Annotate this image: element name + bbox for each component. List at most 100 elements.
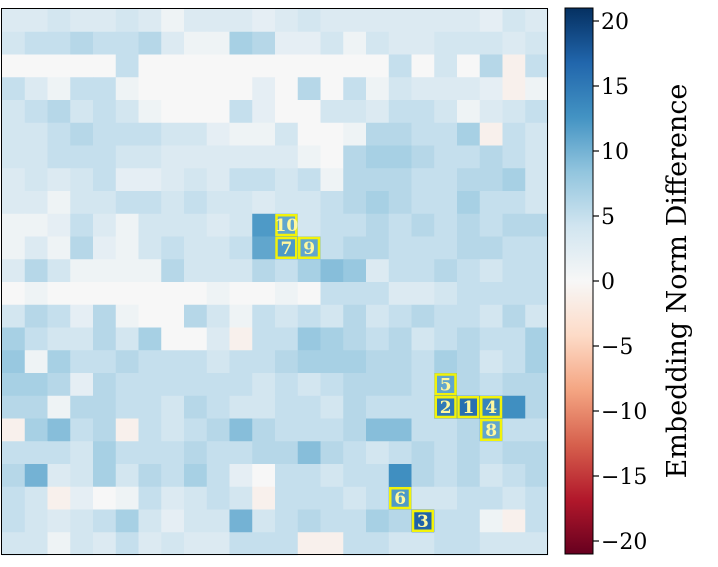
heatmap-cell — [297, 259, 321, 283]
heatmap-cell — [115, 282, 139, 306]
heatmap-cell — [297, 145, 321, 169]
heatmap-cell — [479, 100, 503, 124]
heatmap-cell — [343, 373, 367, 397]
colorbar-tick-label: −15 — [601, 465, 647, 490]
heatmap-cell — [411, 373, 435, 397]
heatmap-cell — [252, 327, 276, 351]
heatmap-cell — [388, 350, 412, 374]
heatmap-cell — [502, 509, 526, 533]
heatmap-cell — [275, 464, 299, 488]
heatmap-cell — [115, 54, 139, 78]
heatmap-cell — [206, 31, 230, 55]
heatmap-cell — [115, 509, 139, 533]
heatmap-cell — [229, 145, 253, 169]
heatmap-cell — [297, 31, 321, 55]
heatmap-cell — [252, 191, 276, 215]
heatmap-cell — [70, 236, 94, 260]
heatmap-cell — [115, 327, 139, 351]
heatmap-cell — [138, 395, 162, 419]
heatmap-cell — [275, 418, 299, 442]
heatmap-cell — [434, 395, 458, 419]
heatmap-cell — [525, 191, 549, 215]
heatmap-cell — [93, 395, 117, 419]
heatmap-cell — [93, 441, 117, 465]
heatmap-cell — [275, 373, 299, 397]
heatmap-cell — [388, 464, 412, 488]
highlight-marker-7: 7 — [275, 236, 298, 259]
heatmap-cell — [229, 213, 253, 237]
heatmap-cell — [479, 145, 503, 169]
heatmap-cell — [252, 350, 276, 374]
heatmap-cell — [184, 77, 208, 101]
heatmap-cell — [320, 509, 344, 533]
heatmap-cell — [47, 145, 71, 169]
heatmap-cell — [93, 327, 117, 351]
heatmap-cell — [411, 77, 435, 101]
heatmap-cell — [457, 486, 481, 510]
heatmap-cell — [206, 486, 230, 510]
heatmap-cell — [411, 441, 435, 465]
heatmap-cell — [24, 486, 48, 510]
heatmap-cell — [320, 304, 344, 328]
heatmap-cell — [343, 77, 367, 101]
heatmap-cell — [275, 282, 299, 306]
heatmap-cell — [24, 122, 48, 146]
heatmap-cell — [229, 304, 253, 328]
heatmap-cell — [115, 213, 139, 237]
heatmap-cell — [161, 168, 185, 192]
highlight-marker-2: 2 — [434, 396, 457, 419]
heatmap-cell — [93, 509, 117, 533]
heatmap-cell — [138, 304, 162, 328]
heatmap-cell — [161, 373, 185, 397]
heatmap-cell — [24, 236, 48, 260]
heatmap-cell — [320, 486, 344, 510]
heatmap-cell — [275, 100, 299, 124]
heatmap-cell — [24, 395, 48, 419]
heatmap-cell — [70, 122, 94, 146]
heatmap-cell — [161, 236, 185, 260]
heatmap-cell — [297, 122, 321, 146]
heatmap-cell — [47, 282, 71, 306]
heatmap-cell — [388, 100, 412, 124]
heatmap-cell — [206, 77, 230, 101]
heatmap-cell — [24, 418, 48, 442]
heatmap-cell — [479, 236, 503, 260]
heatmap-cell — [388, 304, 412, 328]
heatmap-cell — [479, 441, 503, 465]
heatmap-cell — [138, 31, 162, 55]
heatmap-cell — [275, 327, 299, 351]
highlight-label: 9 — [303, 239, 315, 259]
heatmap-cell — [388, 31, 412, 55]
heatmap-cell — [206, 509, 230, 533]
heatmap-cell — [24, 100, 48, 124]
heatmap-cell — [115, 395, 139, 419]
heatmap-cell — [502, 213, 526, 237]
heatmap-cell — [388, 441, 412, 465]
heatmap-cell — [252, 213, 276, 237]
heatmap-cell — [24, 168, 48, 192]
highlight-label: 1 — [462, 398, 474, 418]
heatmap-cell — [411, 532, 435, 556]
heatmap-cell — [320, 282, 344, 306]
heatmap-cell — [2, 236, 26, 260]
heatmap-cell — [161, 532, 185, 556]
heatmap-cell — [343, 100, 367, 124]
heatmap-cell — [138, 213, 162, 237]
heatmap-cell — [457, 54, 481, 78]
heatmap-cell — [457, 282, 481, 306]
heatmap-cell — [24, 282, 48, 306]
heatmap-cell — [457, 236, 481, 260]
heatmap-cell — [479, 77, 503, 101]
heatmap-cell — [229, 77, 253, 101]
highlight-marker-6: 6 — [389, 487, 412, 510]
heatmap-cell — [411, 418, 435, 442]
heatmap-cell — [138, 486, 162, 510]
heatmap-cell — [297, 441, 321, 465]
heatmap-cell — [343, 54, 367, 78]
heatmap-cell — [161, 122, 185, 146]
heatmap-cell — [206, 304, 230, 328]
heatmap-cell — [275, 77, 299, 101]
heatmap-cell — [115, 168, 139, 192]
heatmap-cell — [434, 191, 458, 215]
